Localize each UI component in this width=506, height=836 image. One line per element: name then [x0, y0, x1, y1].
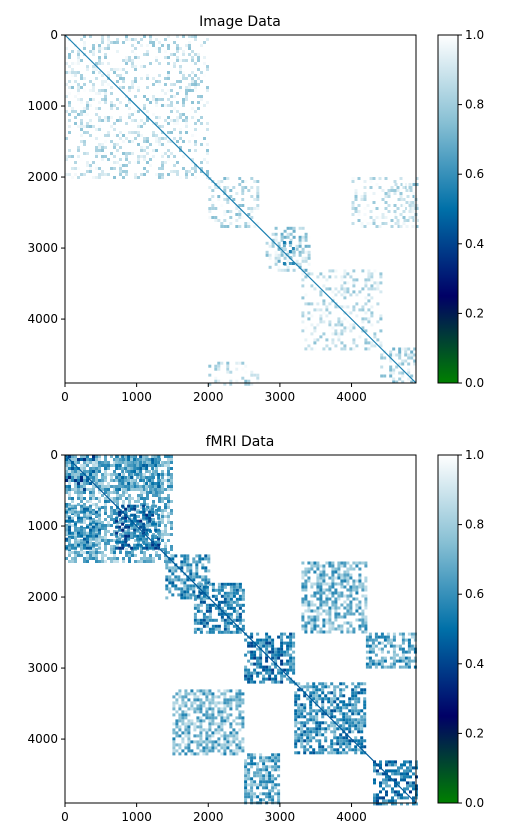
heatmap-block: [351, 177, 418, 228]
y-tick-label: 4000: [27, 312, 58, 326]
heatmap-block: [244, 753, 281, 805]
colorbar-tick-label: 1.0: [465, 448, 484, 462]
heatmap-block: [208, 177, 260, 228]
colorbar-tick-label: 1.0: [465, 28, 484, 42]
y-tick-label: 1000: [27, 519, 58, 533]
plot-frame: [64, 454, 417, 804]
colorbar: 0.0 0.2 0.4 0.6 0.8 1.0: [437, 448, 484, 810]
y-axis: 0 1000 2000 3000 4000: [27, 28, 65, 326]
y-tick-label: 3000: [27, 661, 58, 675]
x-tick-label: 1000: [121, 390, 152, 404]
colorbar: 0.0 0.2 0.4 0.6 0.8 1.0: [437, 28, 484, 390]
panel-fmri-data: fMRI Data 0 1000 2000 3000 4000 0 1000 2000 300…: [27, 434, 484, 824]
y-tick-label: 4000: [27, 732, 58, 746]
heatmap-block: [172, 689, 245, 756]
y-tick-label: 0: [50, 448, 58, 462]
colorbar-tick-label: 0.2: [465, 726, 484, 740]
x-tick-label: 1000: [121, 810, 152, 824]
heatmap-fmri-data: [64, 454, 418, 806]
panel-image-data: Image Data 0 1000 2000 3000 4000 0 1000 2000 30…: [27, 14, 484, 404]
chart-title: Image Data: [199, 14, 281, 30]
colorbar-tick-label: 0.0: [465, 376, 484, 390]
colorbar-tick-label: 0.4: [465, 237, 484, 251]
heatmap-diagonal: [64, 34, 417, 384]
colorbar-tick-label: 0.6: [465, 587, 484, 601]
heatmap-block: [115, 504, 161, 550]
y-tick-label: 3000: [27, 241, 58, 255]
x-axis: 0 1000 2000 3000 4000: [61, 383, 367, 404]
heatmap-block: [301, 561, 368, 634]
heatmap-block: [65, 504, 101, 550]
x-tick-label: 2000: [193, 390, 224, 404]
colorbar-tick-label: 0.8: [465, 98, 484, 112]
colorbar-tick-label: 0.4: [465, 657, 484, 671]
x-tick-label: 3000: [265, 810, 296, 824]
colorbar-gradient: [437, 454, 459, 804]
y-tick-label: 1000: [27, 99, 58, 113]
y-tick-label: 2000: [27, 170, 58, 184]
x-tick-label: 3000: [265, 390, 296, 404]
heatmap-image-data: [64, 34, 419, 386]
colorbar-gradient: [437, 34, 459, 384]
heatmap-diagonal: [64, 454, 417, 804]
heatmap-block: [365, 632, 417, 669]
x-tick-label: 4000: [336, 390, 367, 404]
y-axis: 0 1000 2000 3000 4000: [27, 448, 65, 746]
x-axis: 0 1000 2000 3000 4000: [61, 803, 367, 824]
heatmap-block: [279, 241, 295, 265]
heatmap-block: [208, 361, 260, 386]
x-tick-label: 0: [61, 810, 69, 824]
colorbar-tick-label: 0.6: [465, 167, 484, 181]
heatmap-block: [294, 682, 367, 755]
plot-frame: [64, 34, 417, 384]
colorbar-tick-label: 0.0: [465, 796, 484, 810]
chart-title: fMRI Data: [206, 434, 275, 450]
heatmap-block: [380, 347, 417, 384]
y-tick-label: 0: [50, 28, 58, 42]
colorbar-tick-label: 0.8: [465, 518, 484, 532]
x-tick-label: 2000: [193, 810, 224, 824]
heatmap-block: [115, 455, 161, 491]
colorbar-tick-label: 0.2: [465, 306, 484, 320]
heatmap-block: [193, 582, 245, 634]
y-tick-label: 2000: [27, 590, 58, 604]
heatmap-block: [301, 269, 383, 351]
heatmap-block: [65, 35, 209, 179]
x-tick-label: 0: [61, 390, 69, 404]
x-tick-label: 4000: [336, 810, 367, 824]
